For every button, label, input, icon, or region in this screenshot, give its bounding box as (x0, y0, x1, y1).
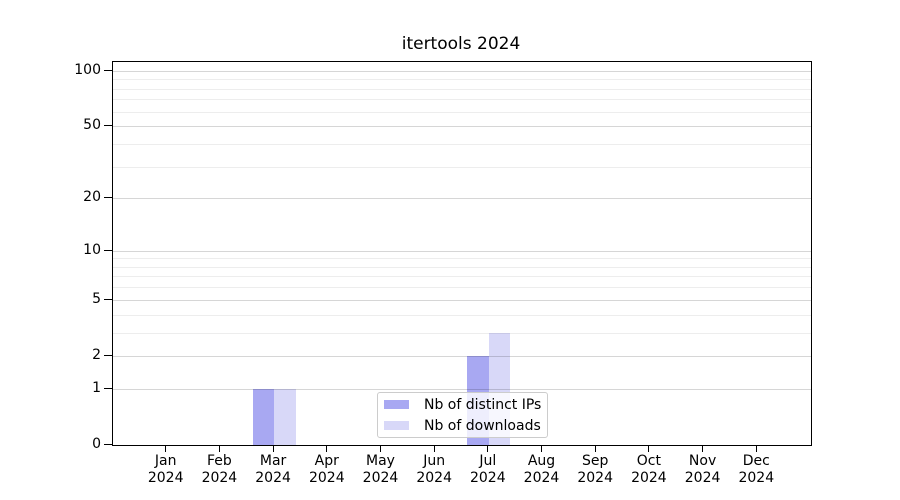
x-tick-mark (218, 445, 220, 452)
x-tick-label: Nov 2024 (671, 453, 735, 487)
y-tick-mark (104, 125, 112, 127)
gridline-minor (113, 287, 811, 289)
x-tick-month: Nov (688, 453, 717, 469)
gridline-major (113, 250, 811, 252)
y-tick-mark (104, 444, 112, 446)
x-tick-year: 2024 (255, 470, 291, 486)
gridline-minor (113, 88, 811, 90)
chart-title: itertools 2024 (401, 34, 521, 54)
x-tick-label: Oct 2024 (617, 453, 681, 487)
y-tick-label: 1 (92, 379, 101, 396)
gridline-minor (113, 79, 811, 81)
x-tick-year: 2024 (308, 470, 345, 486)
x-tick-month: Mar (259, 453, 287, 469)
y-tick-label: 2 (92, 346, 101, 363)
x-tick-month: Jan (154, 453, 177, 469)
y-tick-label: 5 (92, 290, 101, 307)
x-tick-label: May 2024 (349, 453, 413, 487)
gridline-major (113, 198, 811, 200)
gridline-major (113, 355, 811, 357)
x-tick-year: 2024 (147, 470, 184, 486)
gridline-minor (113, 143, 811, 145)
plot-area (112, 61, 812, 446)
x-tick-mark (379, 445, 382, 452)
x-tick-month: May (366, 453, 395, 469)
bar-downloads (274, 388, 296, 445)
x-tick-year: 2024 (416, 470, 452, 486)
x-tick-label: Aug 2024 (510, 453, 574, 487)
x-tick-label: Apr 2024 (295, 453, 359, 487)
y-tick-mark (104, 197, 112, 199)
legend-swatch-distinct-ips (384, 400, 409, 409)
x-tick-month: Sep (581, 453, 609, 469)
x-tick-month: Dec (742, 453, 770, 469)
x-tick-month: Feb (206, 453, 232, 469)
x-tick-mark (648, 445, 650, 452)
gridline-minor (113, 258, 811, 260)
x-tick-mark (702, 445, 704, 452)
x-tick-mark (487, 445, 489, 452)
x-tick-mark (326, 445, 328, 452)
x-tick-mark (540, 445, 543, 452)
y-tick-mark (104, 387, 112, 389)
y-tick-mark (104, 69, 112, 71)
x-tick-label: Sep 2024 (563, 453, 627, 487)
y-tick-label: 50 (83, 117, 101, 134)
y-tick-label: 0 (92, 436, 101, 452)
x-tick-year: 2024 (201, 470, 238, 486)
x-tick-year: 2024 (738, 470, 775, 486)
y-tick-label: 10 (83, 241, 101, 258)
x-tick-year: 2024 (523, 470, 560, 486)
x-tick-mark (594, 445, 596, 452)
x-tick-month: Jul (479, 453, 497, 469)
y-tick-label: 20 (83, 189, 101, 206)
x-tick-label: Jun 2024 (402, 453, 466, 487)
x-tick-mark (165, 445, 167, 452)
gridline-major (113, 299, 811, 301)
legend-entry-downloads: Nb of downloads (384, 417, 541, 435)
gridline-minor (113, 111, 811, 113)
x-tick-mark (272, 445, 274, 452)
y-tick-mark (104, 249, 112, 251)
legend: Nb of distinct IPs Nb of downloads (377, 392, 548, 438)
x-tick-year: 2024 (631, 470, 667, 486)
x-tick-mark (755, 445, 757, 452)
x-tick-label: Feb 2024 (187, 453, 251, 487)
gridline-major (113, 126, 811, 128)
x-tick-label: Jan 2024 (134, 453, 198, 487)
gridline-major (113, 388, 811, 390)
legend-swatch-downloads (384, 421, 409, 430)
gridline-minor (113, 266, 811, 268)
bar-distinct-ips (252, 388, 275, 445)
y-tick-mark (104, 354, 112, 357)
x-tick-month: Oct (636, 453, 661, 469)
y-tick-label: 100 (74, 61, 101, 78)
gridline-minor (113, 99, 811, 101)
x-tick-label: Jul 2024 (456, 453, 520, 487)
gridline-minor (113, 314, 811, 316)
x-tick-year: 2024 (362, 470, 399, 486)
x-tick-month: Jun (423, 453, 446, 469)
legend-entry-distinct-ips: Nb of distinct IPs (384, 396, 541, 414)
gridline-minor (113, 276, 811, 278)
x-tick-mark (433, 445, 435, 452)
gridline-minor (113, 332, 811, 334)
x-tick-month: Aug (527, 453, 556, 469)
x-tick-label: Dec 2024 (724, 453, 788, 487)
gridline-major (113, 70, 811, 72)
x-tick-year: 2024 (577, 470, 613, 486)
legend-label-distinct-ips: Nb of distinct IPs (424, 396, 542, 413)
x-tick-label: Mar 2024 (241, 453, 305, 487)
legend-label-downloads: Nb of downloads (424, 417, 541, 434)
x-tick-year: 2024 (684, 470, 721, 486)
x-tick-month: Apr (314, 453, 339, 469)
y-tick-mark (104, 298, 112, 300)
gridline-minor (113, 166, 811, 168)
x-tick-year: 2024 (469, 470, 506, 486)
